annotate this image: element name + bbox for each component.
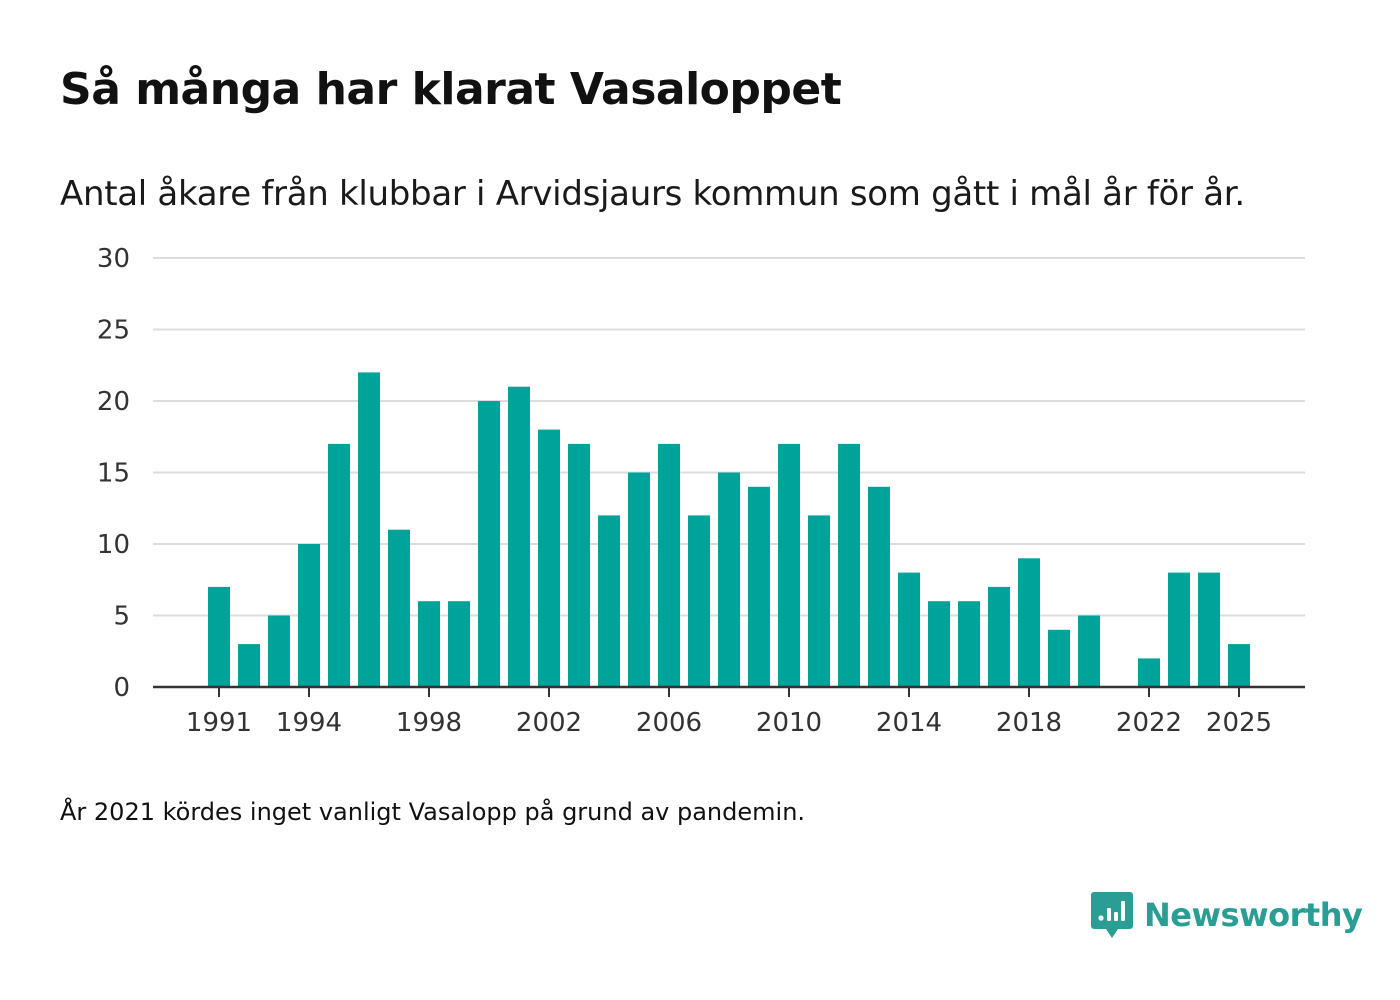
footnote: År 2021 kördes inget vanligt Vasalopp på… [60,798,806,826]
x-tick-label-2014: 2014 [876,708,942,738]
bar-2011 [808,515,830,687]
newsworthy-icon [1091,892,1133,938]
bar-2006 [658,443,680,687]
y-tick-label-10: 10 [97,530,130,560]
y-tick-label-15: 15 [97,459,130,489]
bar-2015 [928,601,950,687]
bar-2022 [1138,658,1160,687]
bar-2001 [508,386,530,687]
x-tick-label-2002: 2002 [516,708,582,738]
y-tick-label-30: 30 [97,244,130,274]
newsworthy-logo[interactable]: Newsworthy [1090,890,1363,940]
bar-2008 [718,472,740,687]
x-tick-label-2025: 2025 [1206,708,1272,738]
x-tick-label-1991: 1991 [186,708,252,738]
bar-2003 [568,443,590,687]
x-tick-label-2010: 2010 [756,708,822,738]
bar-2020 [1078,615,1100,687]
bar-1995 [328,443,350,687]
bar-2009 [748,486,770,687]
bar-1994 [298,544,320,687]
y-tick-label-25: 25 [97,316,130,346]
brand-name: Newsworthy [1144,896,1363,934]
chart-title: Så många har klarat Vasaloppet [60,64,842,115]
bar-2002 [538,429,560,687]
bar-2004 [598,515,620,687]
bar-2018 [1018,558,1040,687]
x-tick-label-1994: 1994 [276,708,342,738]
bar-1991 [208,586,230,687]
bar-2016 [958,601,980,687]
bar-1997 [388,529,410,687]
chart-subtitle: Antal åkare från klubbar i Arvidsjaurs k… [60,174,1245,214]
y-tick-label-0: 0 [113,673,130,703]
bar-2025 [1228,644,1250,687]
x-tick-label-2022: 2022 [1116,708,1182,738]
x-tick-label-2018: 2018 [996,708,1062,738]
bar-1999 [448,601,470,687]
bar-2017 [988,586,1010,687]
x-tick-label-1998: 1998 [396,708,462,738]
bar-2012 [838,443,860,687]
bar-2013 [868,486,890,687]
bar-2019 [1048,629,1070,687]
bar-1998 [418,601,440,687]
bar-1996 [358,372,380,687]
bar-2024 [1198,572,1220,687]
y-tick-label-5: 5 [113,602,130,632]
bar-2014 [898,572,920,687]
x-tick-label-2006: 2006 [636,708,702,738]
bar-2005 [628,472,650,687]
bar-2010 [778,443,800,687]
bar-2000 [478,401,500,687]
bar-2007 [688,515,710,687]
y-tick-label-20: 20 [97,387,130,417]
bar-1992 [238,644,260,687]
bar-2023 [1168,572,1190,687]
bar-1993 [268,615,290,687]
